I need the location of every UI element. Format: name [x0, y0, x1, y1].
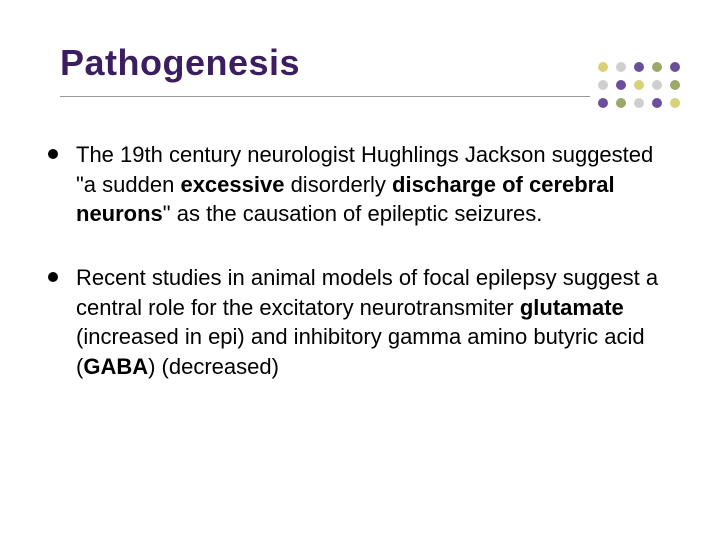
- list-item-text: The 19th century neurologist Hughlings J…: [76, 140, 672, 229]
- dot-icon: [634, 80, 644, 90]
- bullet-icon: [48, 272, 58, 282]
- dot-icon: [634, 62, 644, 72]
- dot-icon: [670, 62, 680, 72]
- dot-icon: [598, 62, 608, 72]
- dot-icon: [652, 62, 662, 72]
- dot-icon: [616, 62, 626, 72]
- dot-icon: [598, 80, 608, 90]
- list-item-text: Recent studies in animal models of focal…: [76, 263, 672, 382]
- dot-icon: [598, 98, 608, 108]
- slide-title: Pathogenesis: [60, 42, 300, 84]
- title-underline: [60, 96, 590, 97]
- dot-icon: [670, 80, 680, 90]
- slide-body: The 19th century neurologist Hughlings J…: [48, 140, 672, 416]
- dot-icon: [652, 80, 662, 90]
- dot-icon: [670, 98, 680, 108]
- bullet-icon: [48, 149, 58, 159]
- decorative-dots: [598, 62, 688, 122]
- dot-icon: [616, 80, 626, 90]
- list-item: The 19th century neurologist Hughlings J…: [48, 140, 672, 229]
- slide: Pathogenesis The 19th century neurologis…: [0, 0, 720, 540]
- dot-icon: [634, 98, 644, 108]
- dot-icon: [616, 98, 626, 108]
- list-item: Recent studies in animal models of focal…: [48, 263, 672, 382]
- dot-icon: [652, 98, 662, 108]
